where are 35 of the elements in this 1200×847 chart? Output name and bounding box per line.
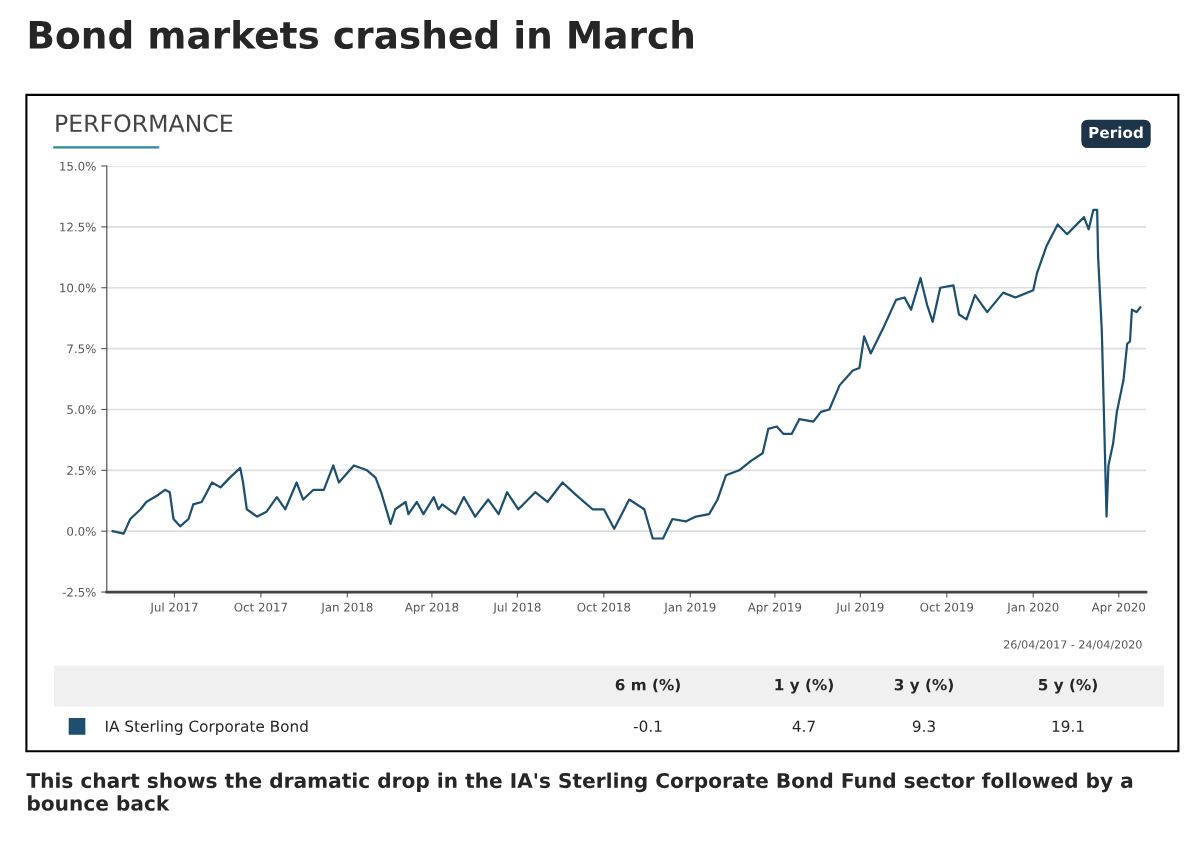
y-tick-label: 15.0% [60,161,96,171]
x-tick-label: Jan 2020 [1006,602,1059,614]
x-tick-label: Jul 2019 [835,602,884,614]
y-tick-label: 7.5% [67,344,96,354]
x-tick-label: Oct 2019 [920,602,974,612]
text: 26/04/2017 - 24/04/2020 [1004,640,1142,650]
y-tick-label: 12.5% [60,222,96,232]
chart-title: Bond markets crashed in March [29,19,693,49]
x-tick-label: Jan 2018 [320,602,373,614]
x-tick-label: Oct 2017 [234,602,287,612]
x-tick-label: Apr 2018 [404,602,459,614]
text: 19.1 [1052,720,1084,733]
line-series [111,208,1142,540]
x-tick-label: Jan 2019 [663,602,716,614]
y-tick-label: 2.5% [67,466,96,475]
text: 3 y (%) [894,678,953,694]
chart-subtitle: PERFORMANCE [56,114,233,133]
x-tick-label: Apr 2020 [1091,602,1146,614]
x-tick-label: Jul 2018 [492,602,541,614]
text: 1 y (%) [775,678,833,694]
text: Period [1089,126,1143,139]
text: 5 y (%) [1038,678,1097,694]
text: 6 m (%) [615,678,680,693]
x-tick-label: Apr 2019 [747,602,802,614]
y-tick-label: -2.5% [62,587,96,597]
text: -0.1 [633,720,662,733]
x-tick-label: Jul 2017 [149,602,198,614]
text: 4.7 [792,720,815,732]
legend-label: IA Sterling Corporate Bond [106,720,308,735]
x-tick-label: Oct 2018 [577,602,631,612]
text: 9.3 [912,720,935,733]
y-tick-label: 5.0% [67,405,96,415]
text: This chart shows the dramatic drop in the IA's Sterling Corporate Bond Fund sector followed by a bounce back [26,772,1133,811]
y-tick-label: 10.0% [60,283,96,293]
y-tick-label: 0.0% [67,526,96,536]
